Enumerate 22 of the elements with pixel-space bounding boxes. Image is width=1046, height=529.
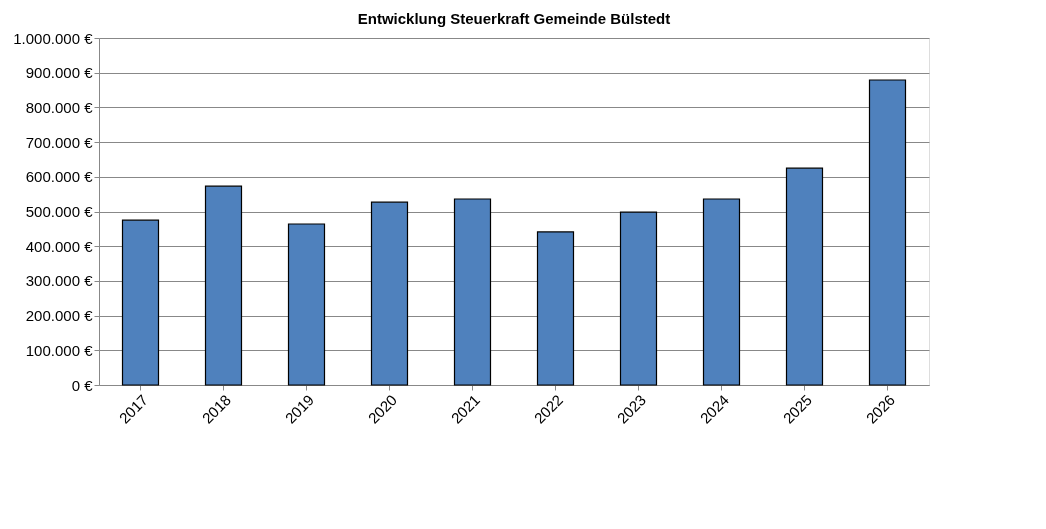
y-tick-label: 900.000 €	[25, 64, 94, 82]
y-tick-label: 800.000 €	[25, 98, 94, 116]
y-tick-label: 700.000 €	[25, 133, 94, 151]
bar	[619, 211, 658, 386]
bar	[785, 167, 824, 386]
bar	[536, 231, 575, 386]
y-tick-label: 500.000 €	[25, 203, 94, 220]
y-tick-label: 1.000.000 €	[13, 29, 94, 47]
bar	[370, 201, 409, 386]
bar	[868, 79, 907, 386]
y-tick-label: 100.000 €	[25, 341, 94, 359]
bar	[453, 198, 492, 386]
y-tick-label: 400.000 €	[25, 237, 94, 255]
y-tick-label: 0 €	[71, 376, 94, 394]
y-tick-label: 200.000 €	[25, 307, 94, 325]
y-tick-label: 300.000 €	[25, 272, 94, 290]
y-tick-label: 600.000 €	[25, 168, 94, 186]
bar	[121, 219, 160, 386]
chart-title: Entwicklung Steuerkraft Gemeinde Bülstedt	[357, 10, 671, 27]
bar	[204, 185, 243, 386]
bar	[287, 223, 326, 386]
bar	[702, 198, 741, 386]
